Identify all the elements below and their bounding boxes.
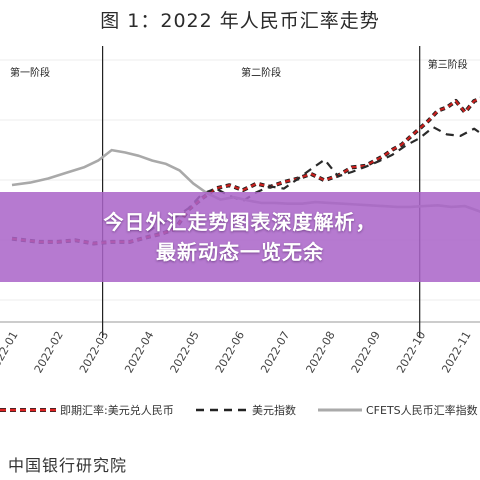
x-tick-label: 2022-04 (122, 329, 156, 375)
legend-swatch-cfets (318, 408, 362, 412)
title-banner-overlay: 今日外汇走势图表深度解析， 最新动态一览无余 (0, 192, 480, 282)
banner-line-2: 最新动态一览无余 (156, 240, 324, 264)
x-tick-label: 2022-06 (213, 329, 247, 375)
legend-label-cfets: CFETS人民币汇率指数 (366, 404, 478, 417)
x-tick-label: 2022-07 (258, 329, 292, 375)
legend-label-spot-rate: 即期汇率:美元兑人民币 (60, 404, 174, 417)
stage-label-2: 第三阶段 (428, 58, 468, 71)
legend-item-cfets: CFETS人民币汇率指数 (318, 402, 478, 418)
x-tick-label: 2022-10 (394, 329, 428, 375)
x-tick-label: 2022-02 (32, 329, 66, 375)
stage-label-1: 第二阶段 (241, 66, 281, 79)
x-tick-label: 2022-08 (303, 329, 337, 375)
x-tick-label: 2022-03 (77, 329, 111, 375)
legend-swatch-usd-index (196, 408, 248, 412)
source-note: 中国银行研究院 (8, 456, 128, 475)
x-tick-label: 2022-05 (168, 329, 202, 375)
stage-labels: 第一阶段 第二阶段 第三阶段 (10, 58, 468, 79)
x-tick-labels: 2022-01 2022-02 2022-03 2022-04 2022-05 2022-… (0, 329, 474, 375)
chart-title: 图 1：2022 年人民币汇率走势 (100, 10, 380, 32)
x-tick-label: 2022-09 (349, 329, 383, 375)
legend-item-usd-index: 美元指数 (196, 402, 296, 418)
x-tick-label: 2022-11 (439, 329, 473, 375)
banner-line-1: 今日外汇走势图表深度解析， (103, 210, 377, 234)
chart-legend: 即期汇率:美元兑人民币 美元指数 CFETS人民币汇率指数 (0, 402, 480, 422)
legend-item-spot-rate: 即期汇率:美元兑人民币 (0, 402, 174, 418)
series-usd-index-line (147, 126, 480, 233)
x-tick-label: 2022-01 (0, 329, 21, 375)
stage-label-0: 第一阶段 (10, 66, 50, 79)
legend-swatch-spot-rate (0, 408, 56, 412)
legend-label-usd-index: 美元指数 (252, 404, 296, 417)
